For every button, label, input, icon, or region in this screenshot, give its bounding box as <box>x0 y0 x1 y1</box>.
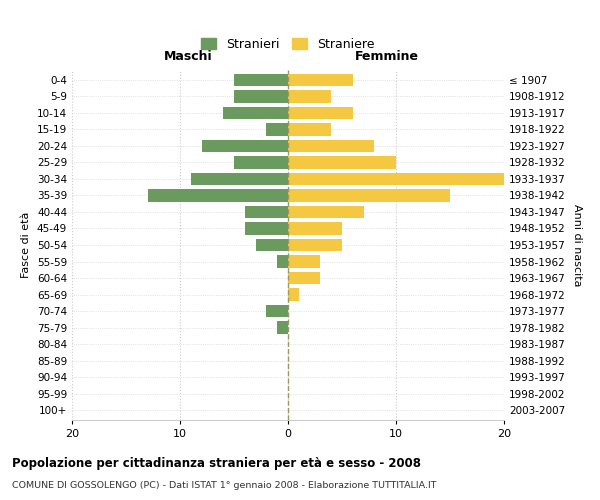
Bar <box>288 173 504 185</box>
Bar <box>288 156 396 168</box>
Bar <box>277 322 288 334</box>
Bar <box>288 206 364 218</box>
Bar <box>288 256 320 268</box>
Bar <box>148 190 288 202</box>
Y-axis label: Anni di nascita: Anni di nascita <box>572 204 582 286</box>
Bar <box>245 206 288 218</box>
Bar <box>234 74 288 86</box>
Bar <box>288 90 331 102</box>
Legend: Stranieri, Straniere: Stranieri, Straniere <box>197 34 379 54</box>
Bar <box>288 239 342 251</box>
Bar <box>288 106 353 119</box>
Y-axis label: Fasce di età: Fasce di età <box>22 212 31 278</box>
Bar <box>288 123 331 136</box>
Text: Maschi: Maschi <box>164 50 213 63</box>
Bar <box>277 256 288 268</box>
Bar <box>202 140 288 152</box>
Bar <box>223 106 288 119</box>
Bar <box>234 156 288 168</box>
Bar <box>266 305 288 317</box>
Bar <box>288 288 299 300</box>
Bar <box>266 123 288 136</box>
Bar <box>288 190 450 202</box>
Text: Popolazione per cittadinanza straniera per età e sesso - 2008: Popolazione per cittadinanza straniera p… <box>12 458 421 470</box>
Bar <box>256 239 288 251</box>
Bar <box>288 272 320 284</box>
Bar <box>288 140 374 152</box>
Bar <box>288 74 353 86</box>
Bar <box>191 173 288 185</box>
Text: Femmine: Femmine <box>355 50 419 63</box>
Bar <box>234 90 288 102</box>
Bar <box>288 222 342 234</box>
Bar <box>245 222 288 234</box>
Text: COMUNE DI GOSSOLENGO (PC) - Dati ISTAT 1° gennaio 2008 - Elaborazione TUTTITALIA: COMUNE DI GOSSOLENGO (PC) - Dati ISTAT 1… <box>12 481 437 490</box>
